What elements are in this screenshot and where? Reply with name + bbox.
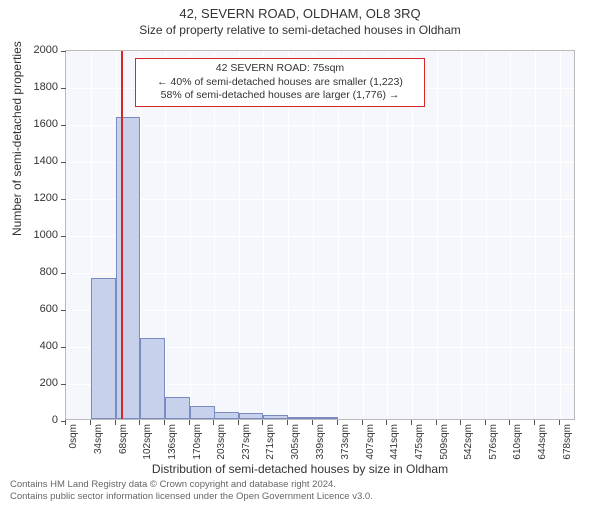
histogram-bar	[116, 117, 141, 419]
ytick-mark	[61, 384, 66, 385]
histogram-bar	[239, 413, 264, 419]
histogram-bar	[214, 412, 239, 419]
y-axis-label: Number of semi-detached properties	[10, 41, 24, 236]
xtick-mark	[65, 420, 66, 425]
gridline-v	[510, 51, 511, 419]
xtick-mark	[213, 420, 214, 425]
histogram-bar	[288, 417, 313, 419]
gridline-v	[461, 51, 462, 419]
xtick-mark	[312, 420, 313, 425]
ytick-mark	[61, 125, 66, 126]
ytick-label: 2000	[18, 44, 58, 56]
ytick-mark	[61, 347, 66, 348]
histogram-bar	[313, 417, 338, 419]
footer-line1: Contains HM Land Registry data © Crown c…	[10, 479, 373, 490]
ytick-label: 1400	[18, 155, 58, 167]
property-marker-line	[121, 51, 123, 419]
xtick-label: 170sqm	[192, 424, 203, 460]
xtick-label: 0sqm	[68, 424, 79, 448]
xtick-mark	[534, 420, 535, 425]
xtick-mark	[386, 420, 387, 425]
xtick-label: 34sqm	[93, 424, 104, 454]
xtick-mark	[262, 420, 263, 425]
ytick-label: 1200	[18, 192, 58, 204]
annotation-line2: ← 40% of semi-detached houses are smalle…	[140, 76, 420, 90]
xtick-mark	[485, 420, 486, 425]
xtick-label: 475sqm	[414, 424, 425, 460]
ytick-mark	[61, 236, 66, 237]
gridline-h	[66, 236, 574, 237]
xtick-label: 407sqm	[365, 424, 376, 460]
ytick-mark	[61, 51, 66, 52]
xtick-mark	[559, 420, 560, 425]
ytick-label: 400	[18, 340, 58, 352]
xtick-label: 136sqm	[167, 424, 178, 460]
chart-title: 42, SEVERN ROAD, OLDHAM, OL8 3RQ	[0, 6, 600, 21]
gridline-v	[535, 51, 536, 419]
chart-area: 42 SEVERN ROAD: 75sqm ← 40% of semi-deta…	[65, 50, 575, 420]
ytick-label: 1600	[18, 118, 58, 130]
chart-subtitle: Size of property relative to semi-detach…	[0, 23, 600, 37]
ytick-mark	[61, 199, 66, 200]
xtick-label: 271sqm	[265, 424, 276, 460]
histogram-bar	[190, 406, 215, 419]
ytick-mark	[61, 273, 66, 274]
xtick-mark	[337, 420, 338, 425]
ytick-label: 1000	[18, 229, 58, 241]
gridline-h	[66, 273, 574, 274]
xtick-mark	[139, 420, 140, 425]
histogram-bar	[165, 397, 190, 419]
ytick-label: 200	[18, 377, 58, 389]
ytick-label: 800	[18, 266, 58, 278]
annotation-box: 42 SEVERN ROAD: 75sqm ← 40% of semi-deta…	[135, 58, 425, 107]
footer: Contains HM Land Registry data © Crown c…	[10, 479, 373, 502]
x-axis-label: Distribution of semi-detached houses by …	[0, 462, 600, 476]
xtick-label: 509sqm	[439, 424, 450, 460]
annotation-line1: 42 SEVERN ROAD: 75sqm	[140, 62, 420, 76]
xtick-mark	[436, 420, 437, 425]
gridline-h	[66, 199, 574, 200]
xtick-label: 610sqm	[512, 424, 523, 460]
xtick-label: 102sqm	[142, 424, 153, 460]
xtick-label: 644sqm	[537, 424, 548, 460]
xtick-mark	[411, 420, 412, 425]
xtick-mark	[460, 420, 461, 425]
xtick-label: 339sqm	[315, 424, 326, 460]
xtick-mark	[189, 420, 190, 425]
xtick-label: 576sqm	[488, 424, 499, 460]
ytick-mark	[61, 88, 66, 89]
xtick-mark	[164, 420, 165, 425]
ytick-mark	[61, 162, 66, 163]
gridline-h	[66, 125, 574, 126]
xtick-mark	[509, 420, 510, 425]
xtick-label: 68sqm	[118, 424, 129, 454]
xtick-label: 203sqm	[216, 424, 227, 460]
histogram-bar	[91, 278, 116, 419]
xtick-mark	[90, 420, 91, 425]
ytick-mark	[61, 310, 66, 311]
xtick-label: 441sqm	[389, 424, 400, 460]
gridline-v	[560, 51, 561, 419]
xtick-label: 373sqm	[340, 424, 351, 460]
gridline-v	[437, 51, 438, 419]
footer-line2: Contains public sector information licen…	[10, 491, 373, 502]
xtick-mark	[115, 420, 116, 425]
gridline-h	[66, 310, 574, 311]
xtick-mark	[287, 420, 288, 425]
annotation-line3: 58% of semi-detached houses are larger (…	[140, 89, 420, 103]
xtick-mark	[362, 420, 363, 425]
xtick-label: 542sqm	[463, 424, 474, 460]
histogram-bar	[263, 415, 288, 419]
histogram-bar	[140, 338, 165, 419]
gridline-h	[66, 162, 574, 163]
xtick-label: 305sqm	[290, 424, 301, 460]
xtick-label: 678sqm	[562, 424, 573, 460]
gridline-v	[486, 51, 487, 419]
ytick-label: 1800	[18, 81, 58, 93]
chart-container: 42, SEVERN ROAD, OLDHAM, OL8 3RQ Size of…	[0, 6, 600, 506]
ytick-label: 600	[18, 303, 58, 315]
xtick-label: 237sqm	[241, 424, 252, 460]
ytick-label: 0	[18, 414, 58, 426]
xtick-mark	[238, 420, 239, 425]
